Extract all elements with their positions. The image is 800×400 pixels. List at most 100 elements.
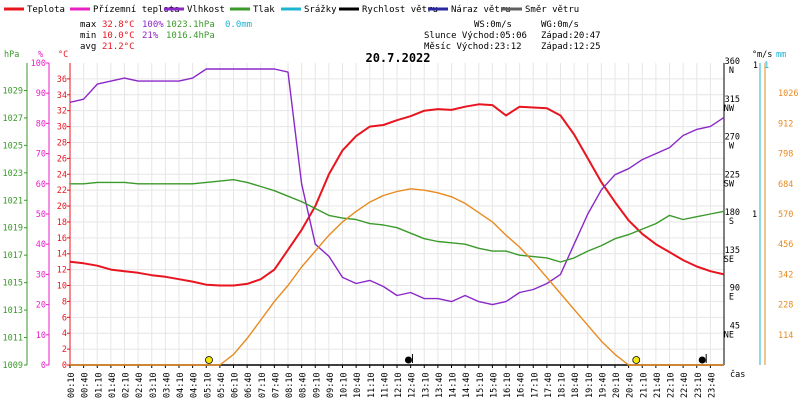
humidity-tick-label: 40 [36, 240, 46, 250]
wind-direction-tick-label: 90 [730, 284, 740, 294]
solar-tick-label: 570 [778, 210, 793, 220]
pressure-tick-label: 1011 [3, 334, 23, 344]
time-tick-label: 14:10 [449, 372, 459, 398]
time-tick-label: 17:40 [544, 372, 554, 398]
humidity-tick-label: 60 [36, 180, 46, 190]
moonrise-icon [698, 356, 706, 364]
wind-direction-tick-label: 270 [725, 133, 740, 143]
time-tick-label: 15:10 [476, 372, 486, 398]
stats-max-rain: 0.0mm [225, 20, 252, 30]
time-tick-label: 11:40 [380, 372, 390, 398]
time-axis-unit: čas [730, 369, 745, 380]
temperature-tick-label: 4 [62, 329, 67, 339]
legend-label-rychlost-vetru: Rychlost větru [362, 5, 438, 15]
time-tick-label: 11:10 [367, 372, 377, 398]
time-tick-label: 17:10 [530, 372, 540, 398]
humidity-tick-label: 100 [31, 59, 46, 69]
temperature-tick-label: 22 [57, 186, 67, 196]
time-tick-label: 03:10 [149, 372, 159, 398]
stats-max-temp: 32.8°C [102, 20, 135, 30]
legend-label-vlhkost: Vlhkost [187, 5, 225, 15]
wind-direction-tick-label: 135 [725, 246, 740, 256]
rain-tick-label: 1 [764, 61, 769, 71]
pressure-tick-label: 1025 [3, 141, 23, 151]
series-line-teplota [69, 103, 725, 287]
wind-direction-name-label: SW [724, 179, 735, 189]
temperature-tick-label: 34 [57, 91, 67, 101]
time-tick-label: 08:40 [299, 372, 309, 398]
time-tick-label: 23:40 [707, 372, 717, 398]
stats-block: max 32.8°C 100% 1023.1hPa 0.0mm min 10.0… [80, 20, 601, 52]
time-tick-label: 19:10 [585, 372, 595, 398]
stats-avg-label: avg [80, 42, 96, 52]
time-tick-label: 18:40 [571, 372, 581, 398]
solar-tick-label: 228 [778, 301, 793, 311]
time-tick-label: 10:10 [340, 372, 350, 398]
humidity-tick-label: 90 [36, 89, 46, 99]
time-tick-label: 02:10 [122, 372, 132, 398]
time-tick-label: 04:40 [190, 372, 200, 398]
legend-label-prizemni-teplota: Přízemní teplota [93, 5, 180, 15]
solar-tick-label: 114 [778, 331, 793, 341]
time-tick-label: 05:10 [203, 372, 213, 398]
pressure-tick-label: 1019 [3, 224, 23, 234]
wind-speed-tick-label: 1 [753, 61, 758, 71]
legend-label-naraz-vetru: Náraz větru [451, 5, 511, 15]
temperature-tick-label: 14 [57, 250, 67, 260]
chart-title: 20.7.2022 [365, 51, 430, 65]
time-tick-label: 05:40 [217, 372, 227, 398]
time-tick-label: 01:40 [108, 372, 118, 398]
wind-direction-tick-label: 315 [725, 95, 740, 105]
stats-max-pressure: 1023.1hPa [166, 20, 215, 30]
humidity-tick-label: 70 [36, 150, 46, 160]
moonset-icon [404, 356, 412, 364]
wind-speed-mid-tick-label: 1 [752, 210, 757, 220]
temperature-tick-label: 36 [57, 75, 67, 85]
stats-min-humidity: 21% [142, 31, 159, 41]
rain-axis-unit: mm [776, 50, 786, 60]
series-line-slunecni-zareni [70, 188, 724, 366]
time-tick-label: 01:10 [94, 372, 104, 398]
pressure-tick-label: 1023 [3, 169, 23, 179]
time-tick-label: 12:10 [394, 372, 404, 398]
wind-direction-name-label: NE [724, 330, 734, 340]
time-tick-label: 00:40 [81, 372, 91, 398]
time-tick-label: 16:10 [503, 372, 513, 398]
temperature-tick-label: 16 [57, 234, 67, 244]
humidity-tick-label: 50 [36, 210, 46, 220]
time-tick-label: 22:10 [667, 372, 677, 398]
series-line-tlak [70, 178, 725, 263]
time-tick-label: 02:40 [135, 372, 145, 398]
time-tick-label: 06:40 [244, 372, 254, 398]
sunset-icon [632, 356, 641, 364]
solar-tick-label: 1026 [778, 89, 798, 99]
legend: Teplota Přízemní teplota Vlhkost Tlak Sr… [4, 5, 579, 15]
temperature-tick-label: 0 [62, 361, 67, 371]
wind-speed-axis-unit: m/s [757, 50, 772, 60]
time-tick-label: 03:40 [162, 372, 172, 398]
stats-max-humidity: 100% [142, 20, 164, 30]
stats-min-pressure: 1016.4hPa [166, 31, 215, 41]
time-tick-label: 04:10 [176, 372, 186, 398]
stats-min-label: min [80, 31, 96, 41]
legend-label-srazky: Srážky [304, 5, 337, 15]
time-tick-label: 00:10 [67, 372, 77, 398]
temperature-tick-label: 12 [57, 266, 67, 276]
time-tick-label: 12:40 [408, 372, 418, 398]
wind-direction-tick-label: 360 [725, 57, 740, 67]
time-tick-label: 13:40 [435, 372, 445, 398]
pressure-tick-label: 1015 [3, 279, 23, 289]
legend-label-smer-vetru: Směr větru [525, 5, 579, 15]
wind-direction-name-label: NW [724, 104, 735, 114]
time-tick-label: 07:40 [271, 372, 281, 398]
time-tick-label: 21:10 [639, 372, 649, 398]
stats-sun-rise: Slunce Východ:05:06 [424, 31, 527, 41]
time-tick-label: 09:40 [326, 372, 336, 398]
stats-wind-speed: WS:0m/s [474, 20, 512, 30]
time-tick-label: 22:40 [680, 372, 690, 398]
wind-direction-name-label: W [729, 142, 735, 152]
temperature-tick-label: 24 [57, 170, 67, 180]
time-tick-label: 08:10 [285, 372, 295, 398]
sunrise-icon [205, 356, 213, 364]
